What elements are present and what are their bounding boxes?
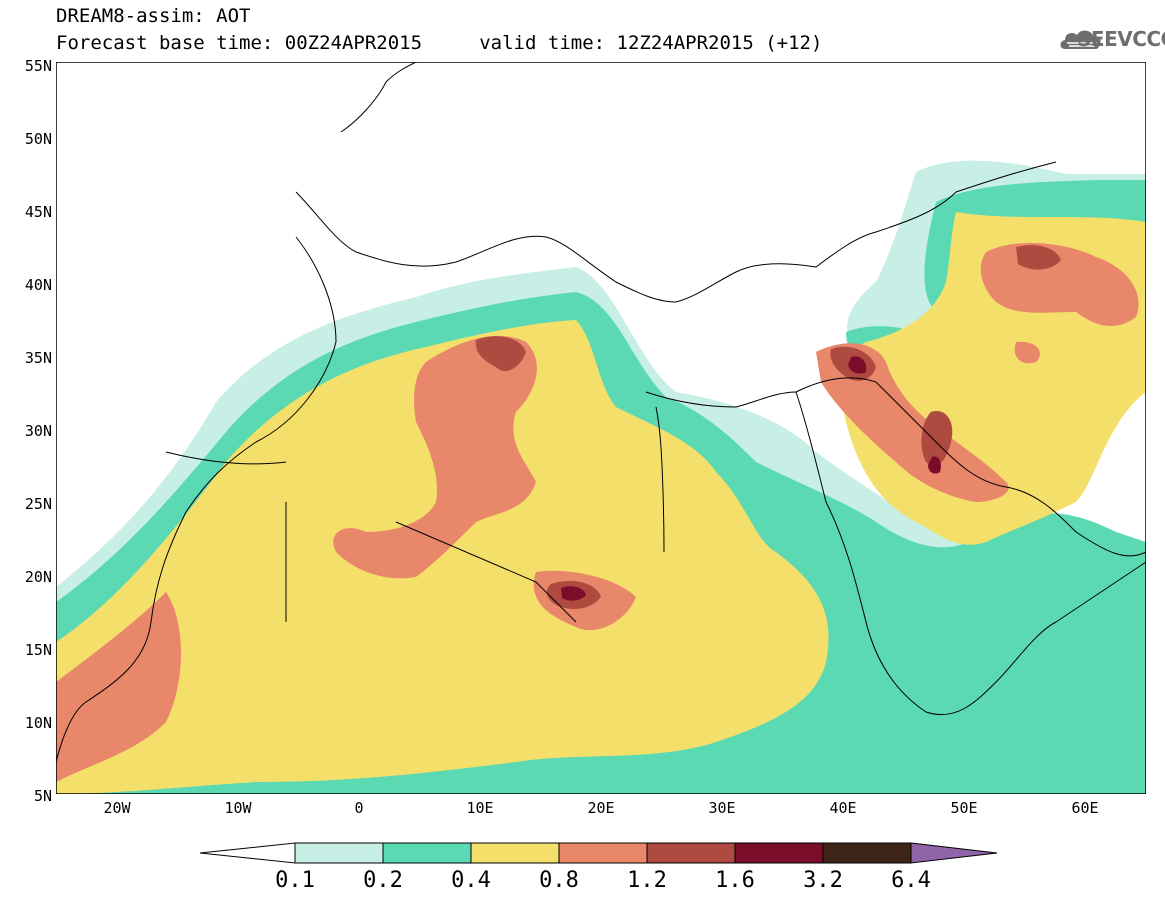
aot-map <box>56 62 1146 794</box>
lon-label-0: 0 <box>354 799 364 817</box>
colorbar <box>200 842 998 864</box>
aot-band-0-8 <box>56 242 1139 782</box>
lat-label-45n: 45N <box>24 203 52 221</box>
lat-label-55n: 55N <box>24 57 52 75</box>
lat-label-35n: 35N <box>24 349 52 367</box>
lat-label-50n: 50N <box>24 130 52 148</box>
lon-label-30e: 30E <box>708 799 736 817</box>
logo-text: SEEVCCC <box>1077 27 1165 51</box>
colorbar-box-5 <box>646 842 736 864</box>
colorbar-high-arrow <box>910 842 998 864</box>
colorbar-label-1-6: 1.6 <box>715 868 755 893</box>
lon-label-40e: 40E <box>829 799 857 817</box>
lon-label-10w: 10W <box>224 799 252 817</box>
colorbar-box-2 <box>382 842 472 864</box>
lat-label-10n: 10N <box>24 714 52 732</box>
aot-band-1-6 <box>561 356 941 601</box>
colorbar-box-7 <box>822 842 912 864</box>
lon-label-60e: 60E <box>1071 799 1099 817</box>
coastlines <box>56 62 1146 763</box>
lat-label-25n: 25N <box>24 495 52 513</box>
lat-label-5n: 5N <box>33 787 52 805</box>
colorbar-box-3 <box>470 842 560 864</box>
colorbar-low-arrow <box>200 842 296 864</box>
colorbar-label-0-1: 0.1 <box>275 868 315 893</box>
colorbar-label-0-4: 0.4 <box>451 868 491 893</box>
lon-label-20e: 20E <box>587 799 615 817</box>
lon-label-20w: 20W <box>103 799 131 817</box>
colorbar-label-6-4: 6.4 <box>891 868 931 893</box>
colorbar-label-0-8: 0.8 <box>539 868 579 893</box>
colorbar-label-3-2: 3.2 <box>803 868 843 893</box>
forecast-time-line: Forecast base time: 00Z24APR2015 valid t… <box>56 32 823 54</box>
lon-label-10e: 10E <box>466 799 494 817</box>
lon-label-50e: 50E <box>950 799 978 817</box>
colorbar-box-6 <box>734 842 824 864</box>
colorbar-box-4 <box>558 842 648 864</box>
colorbar-label-1-2: 1.2 <box>627 868 667 893</box>
colorbar-label-0-2: 0.2 <box>363 868 403 893</box>
lat-label-30n: 30N <box>24 422 52 440</box>
colorbar-box-1 <box>294 842 384 864</box>
cloud-icon <box>1060 30 1101 49</box>
lat-label-40n: 40N <box>24 276 52 294</box>
lat-label-15n: 15N <box>24 641 52 659</box>
lat-label-20n: 20N <box>24 568 52 586</box>
map-title: DREAM8-assim: AOT <box>56 5 251 27</box>
